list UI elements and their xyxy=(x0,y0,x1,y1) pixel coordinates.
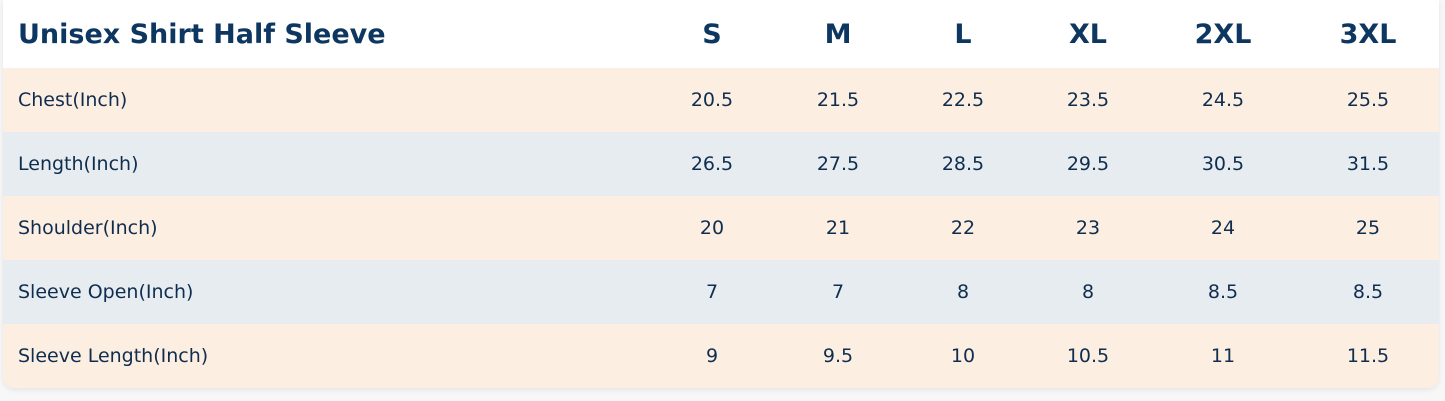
row-label: Length(Inch) xyxy=(18,153,139,175)
cell-value: 7 xyxy=(705,281,719,303)
column-header: L xyxy=(954,18,972,50)
cell-value: 11.5 xyxy=(1346,345,1390,367)
table-row: Sleeve Open(Inch) 7 7 8 8 8.5 8.5 xyxy=(3,260,1439,324)
row-label: Sleeve Open(Inch) xyxy=(18,281,194,303)
column-header: 2XL xyxy=(1194,18,1252,50)
cell-value: 8 xyxy=(1081,281,1095,303)
size-table: Unisex Shirt Half Sleeve S M L XL 2XL 3XL Che… xyxy=(3,0,1439,388)
cell-value: 22 xyxy=(950,217,976,239)
cell-value: 23.5 xyxy=(1066,89,1110,111)
cell-value: 25 xyxy=(1355,217,1381,239)
row-label: Sleeve Length(Inch) xyxy=(18,345,209,367)
cell-value: 20 xyxy=(699,217,725,239)
cell-value: 25.5 xyxy=(1346,89,1390,111)
cell-value: 8.5 xyxy=(1207,281,1239,303)
cell-value: 24.5 xyxy=(1201,89,1245,111)
column-header: M xyxy=(824,18,852,50)
cell-value: 8 xyxy=(956,281,970,303)
cell-value: 31.5 xyxy=(1346,153,1390,175)
cell-value: 20.5 xyxy=(690,89,734,111)
cell-value: 28.5 xyxy=(941,153,985,175)
column-header: S xyxy=(702,18,722,50)
table-row: Shoulder(Inch) 20 21 22 23 24 25 xyxy=(3,196,1439,260)
cell-value: 11 xyxy=(1210,345,1236,367)
column-header: 3XL xyxy=(1339,18,1397,50)
cell-value: 22.5 xyxy=(941,89,985,111)
cell-value: 29.5 xyxy=(1066,153,1110,175)
cell-value: 27.5 xyxy=(816,153,860,175)
column-header: XL xyxy=(1068,18,1108,50)
cell-value: 7 xyxy=(831,281,845,303)
cell-value: 23 xyxy=(1075,217,1101,239)
cell-value: 9.5 xyxy=(822,345,854,367)
cell-value: 21.5 xyxy=(816,89,860,111)
cell-value: 10 xyxy=(950,345,976,367)
cell-value: 26.5 xyxy=(690,153,734,175)
cell-value: 30.5 xyxy=(1201,153,1245,175)
row-label: Shoulder(Inch) xyxy=(18,217,158,239)
cell-value: 9 xyxy=(705,345,719,367)
cell-value: 10.5 xyxy=(1066,345,1110,367)
row-label: Chest(Inch) xyxy=(18,89,128,111)
table-title: Unisex Shirt Half Sleeve xyxy=(18,18,386,50)
cell-value: 8.5 xyxy=(1352,281,1384,303)
header-row: Unisex Shirt Half Sleeve S M L XL 2XL 3XL xyxy=(3,0,1439,68)
table-row: Chest(Inch) 20.5 21.5 22.5 23.5 24.5 25.5 xyxy=(3,68,1439,132)
cell-value: 24 xyxy=(1210,217,1236,239)
table-row: Sleeve Length(Inch) 9 9.5 10 10.5 11 11.5 xyxy=(3,324,1439,388)
table-row: Length(Inch) 26.5 27.5 28.5 29.5 30.5 31.5 xyxy=(3,132,1439,196)
cell-value: 21 xyxy=(825,217,851,239)
